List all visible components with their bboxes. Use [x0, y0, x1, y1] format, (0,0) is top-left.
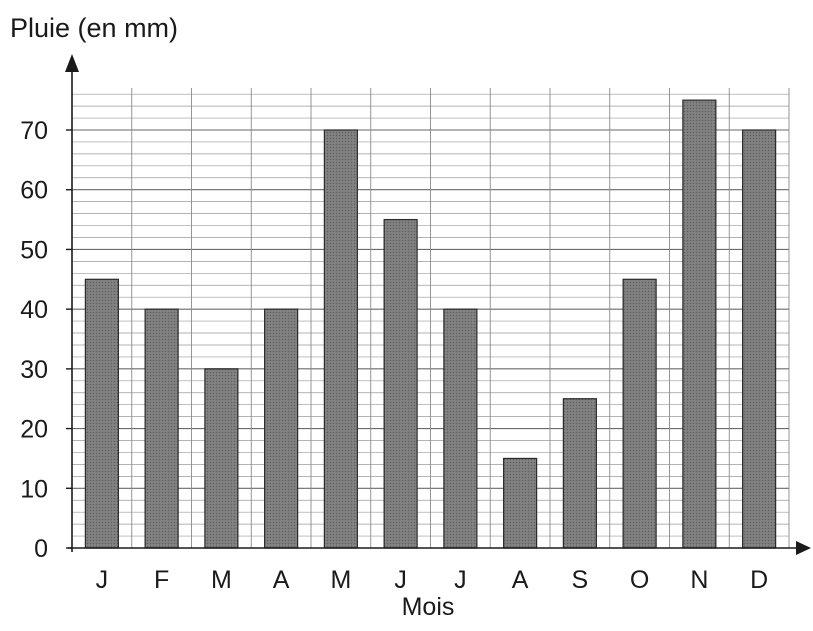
bar-3	[204, 368, 239, 549]
bar-12	[742, 129, 777, 549]
y-tick-label: 60	[20, 177, 48, 205]
bar-1	[84, 278, 119, 549]
grid	[71, 88, 790, 548]
x-axis-label: Mois	[402, 593, 455, 621]
x-tick-label: A	[273, 566, 290, 594]
x-tick-label: J	[96, 566, 109, 594]
bar-6	[383, 218, 418, 549]
y-tick-label: 40	[20, 296, 48, 324]
y-tick-label: 10	[20, 475, 48, 503]
bar-10	[622, 278, 657, 549]
x-tick-label: O	[630, 566, 649, 594]
y-axis-label: Pluie (en mm)	[10, 13, 178, 43]
y-tick-label: 50	[20, 236, 48, 264]
y-tick-label: 0	[34, 535, 48, 563]
y-tick-label: 70	[20, 117, 48, 145]
y-axis-arrow	[65, 54, 79, 72]
axes	[65, 54, 811, 555]
x-tick-label: S	[572, 566, 589, 594]
x-tick-label: M	[211, 566, 232, 594]
bar-4	[264, 308, 299, 549]
x-axis-arrow	[796, 541, 811, 555]
x-tick-label: J	[394, 566, 407, 594]
x-tick-label: J	[454, 566, 467, 594]
bar-11	[682, 99, 717, 549]
bar-2	[144, 308, 179, 549]
bar-8	[503, 457, 538, 549]
x-tick-label: D	[750, 566, 768, 594]
x-tick-label: A	[512, 566, 529, 594]
y-tick-label: 30	[20, 356, 48, 384]
bars	[84, 99, 777, 549]
x-tick-label: M	[330, 566, 351, 594]
bar-7	[443, 308, 478, 549]
x-tick-label: N	[690, 566, 708, 594]
bar-9	[562, 398, 597, 549]
y-tick-label: 20	[20, 416, 48, 444]
bar-5	[323, 129, 358, 549]
y-tick-labels: 0 10 20 30 40 50 60 70	[20, 117, 72, 563]
x-tick-label: F	[154, 566, 169, 594]
